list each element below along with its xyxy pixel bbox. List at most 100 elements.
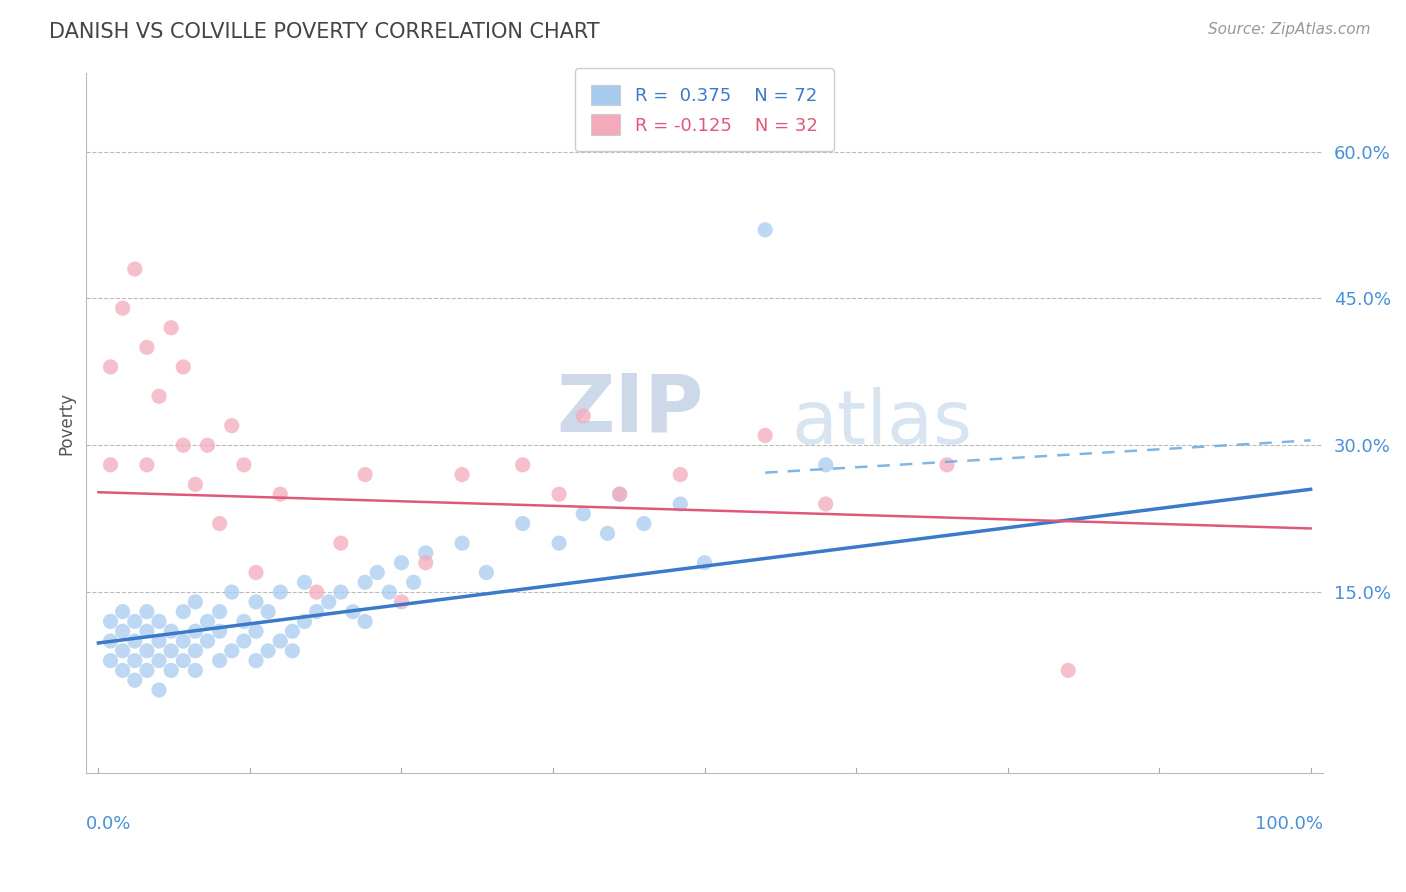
Point [633, 516, 655, 531]
Point [391, 556, 413, 570]
Point [257, 644, 280, 658]
Point [100, 654, 122, 668]
Point [124, 654, 146, 668]
Point [135, 605, 157, 619]
Point [232, 458, 254, 472]
Point [754, 428, 776, 442]
Point [329, 536, 352, 550]
Point [135, 664, 157, 678]
Point [148, 389, 170, 403]
Point [754, 223, 776, 237]
Point [354, 615, 377, 629]
Point [609, 487, 631, 501]
Point [124, 615, 146, 629]
Point [512, 458, 534, 472]
Y-axis label: Poverty: Poverty [58, 392, 75, 455]
Point [197, 634, 219, 648]
Point [451, 467, 474, 482]
Point [197, 438, 219, 452]
Point [208, 624, 231, 639]
Point [391, 595, 413, 609]
Point [475, 566, 498, 580]
Point [148, 654, 170, 668]
Point [221, 644, 243, 658]
Point [160, 664, 183, 678]
Point [111, 624, 134, 639]
Point [184, 624, 207, 639]
Point [232, 615, 254, 629]
Point [269, 634, 291, 648]
Point [148, 615, 170, 629]
Point [305, 605, 328, 619]
Point [693, 556, 716, 570]
Point [294, 615, 316, 629]
Point [245, 595, 267, 609]
Point [669, 467, 692, 482]
Point [184, 477, 207, 491]
Point [208, 654, 231, 668]
Point [281, 624, 304, 639]
Point [257, 605, 280, 619]
Point [135, 624, 157, 639]
Point [135, 644, 157, 658]
Point [111, 605, 134, 619]
Point [148, 683, 170, 698]
Point [1057, 664, 1080, 678]
Point [245, 624, 267, 639]
Point [415, 546, 437, 560]
Point [148, 634, 170, 648]
Point [124, 634, 146, 648]
Point [111, 301, 134, 315]
Point [221, 418, 243, 433]
Point [269, 585, 291, 599]
Point [100, 359, 122, 374]
Point [172, 438, 194, 452]
Point [160, 320, 183, 334]
Point [402, 575, 425, 590]
Point [814, 458, 837, 472]
Point [197, 615, 219, 629]
Point [305, 585, 328, 599]
Text: ZIP: ZIP [557, 370, 703, 448]
Text: atlas: atlas [792, 387, 972, 459]
Legend: R =  0.375    N = 72, R = -0.125    N = 32: R = 0.375 N = 72, R = -0.125 N = 32 [575, 69, 834, 152]
Text: 0.0%: 0.0% [86, 815, 132, 833]
Point [342, 605, 364, 619]
Point [415, 556, 437, 570]
Point [135, 340, 157, 354]
Point [100, 458, 122, 472]
Point [160, 624, 183, 639]
Point [512, 516, 534, 531]
Point [294, 575, 316, 590]
Point [378, 585, 401, 599]
Point [548, 487, 571, 501]
Point [172, 654, 194, 668]
Point [318, 595, 340, 609]
Point [354, 575, 377, 590]
Point [184, 595, 207, 609]
Point [124, 673, 146, 688]
Point [245, 654, 267, 668]
Text: DANISH VS COLVILLE POVERTY CORRELATION CHART: DANISH VS COLVILLE POVERTY CORRELATION C… [49, 22, 600, 42]
Point [111, 664, 134, 678]
Point [221, 585, 243, 599]
Point [354, 467, 377, 482]
Point [596, 526, 619, 541]
Point [232, 634, 254, 648]
Point [281, 644, 304, 658]
Point [184, 644, 207, 658]
Point [609, 487, 631, 501]
Point [572, 507, 595, 521]
Point [366, 566, 388, 580]
Point [124, 262, 146, 277]
Point [208, 516, 231, 531]
Point [111, 644, 134, 658]
Point [208, 605, 231, 619]
Text: Source: ZipAtlas.com: Source: ZipAtlas.com [1208, 22, 1371, 37]
Point [269, 487, 291, 501]
Point [936, 458, 959, 472]
Point [172, 634, 194, 648]
Point [100, 615, 122, 629]
Point [245, 566, 267, 580]
Point [814, 497, 837, 511]
